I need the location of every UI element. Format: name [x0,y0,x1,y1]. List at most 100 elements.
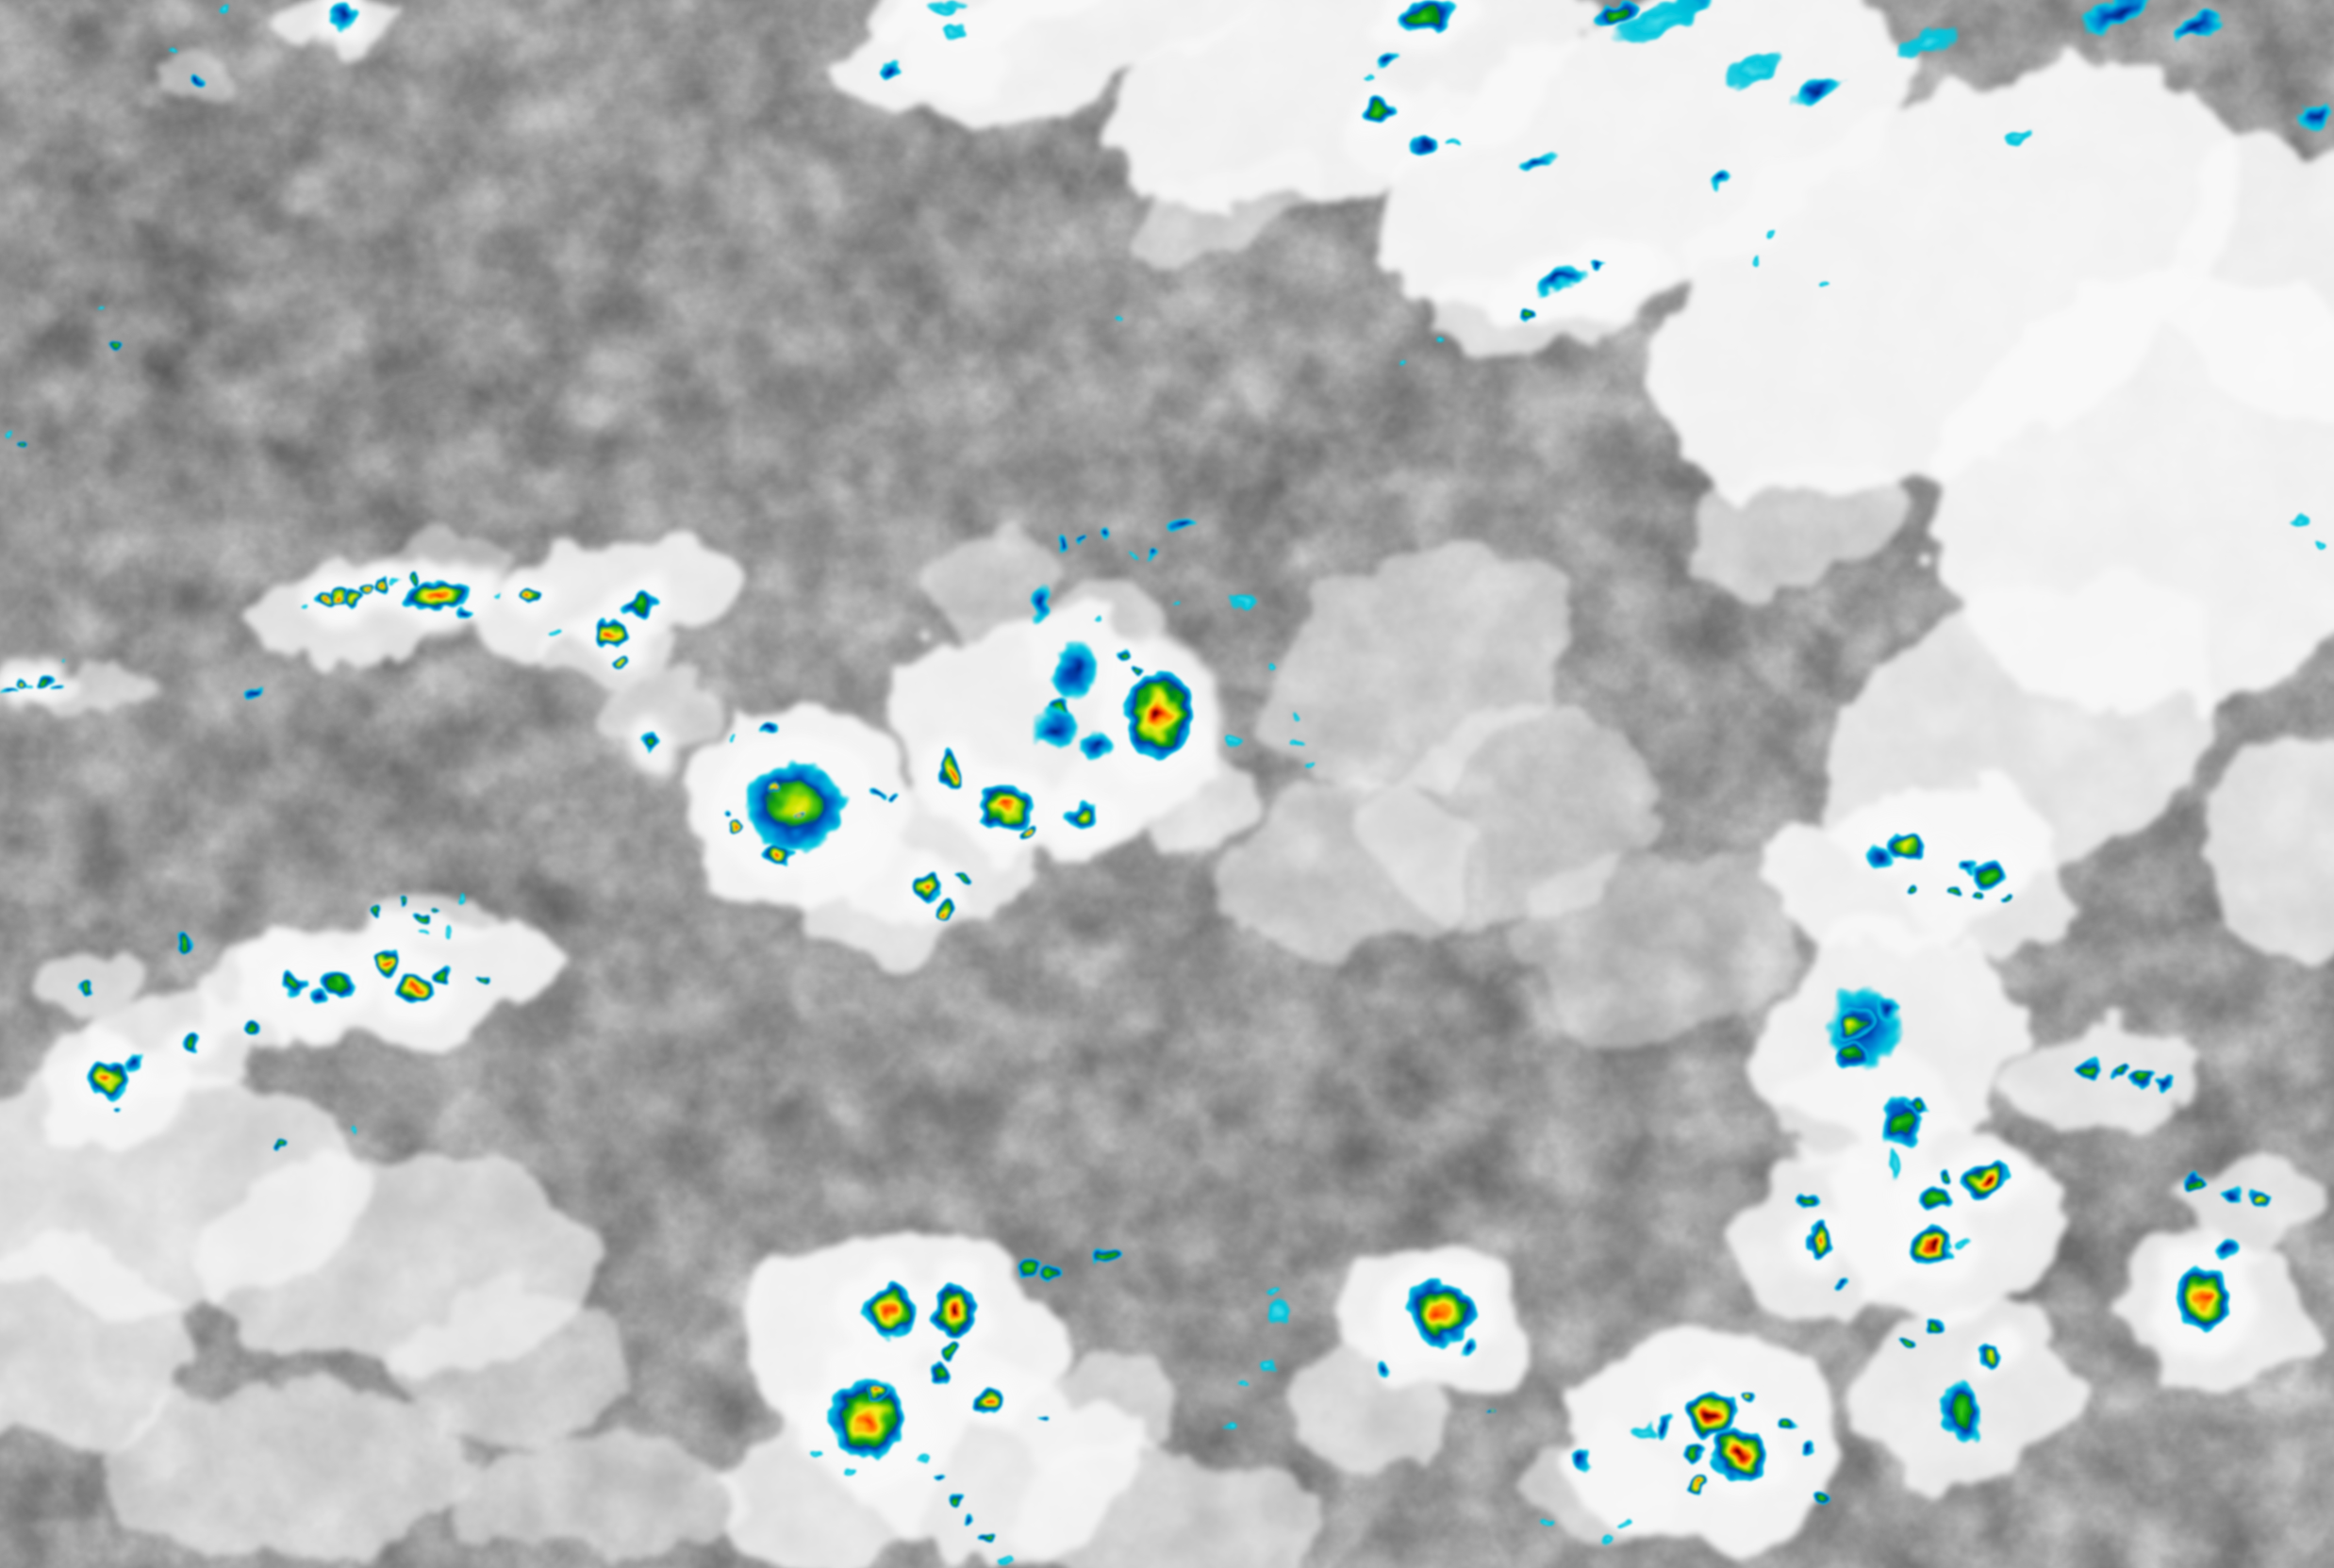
storm-cell-level-4 [346,592,363,607]
storm-cell-level-5 [725,822,742,834]
storm-cell-level-1 [1294,741,1305,749]
storm-cell-level-5 [938,751,961,791]
storm-cell-level-2 [1103,529,1115,540]
storm-cell-level-2 [1028,707,1081,749]
storm-cell-level-1 [25,678,32,684]
storm-cell-level-2 [875,61,903,78]
storm-cell-level-3 [323,970,356,995]
storm-cell-level-2 [0,688,19,696]
storm-cell-level-1 [300,601,307,606]
storm-cell-level-3 [2074,1060,2104,1081]
storm-cell-level-1 [1955,1237,1974,1252]
storm-cell-level-6 [1685,1391,1738,1438]
storm-cell-level-1 [1225,1422,1238,1431]
storm-cell-level-2 [1054,537,1068,556]
storm-cell-level-4 [2248,1192,2271,1207]
storm-cell-level-4 [1833,1006,1875,1040]
cloud-mass [1018,1443,1320,1568]
storm-cell-level-3 [1682,1442,1707,1462]
storm-cell-level-1 [1113,317,1122,322]
storm-cell-level-6 [1909,1226,1954,1267]
cloud-mass [2173,136,2334,430]
storm-cell-level-2 [1534,266,1587,294]
storm-cell-level-2 [1866,843,1895,873]
storm-cell-level-2 [1372,49,1400,68]
cloud-mass [1682,454,1901,602]
storm-cell-level-2 [1028,583,1052,624]
storm-cell-level-2 [1051,640,1099,702]
storm-cell-level-1 [445,927,455,934]
storm-cell-level-4 [11,674,26,687]
storm-cell-level-3 [1017,1259,1039,1278]
storm-cell-level-3 [177,934,190,951]
storm-cell-level-1 [1887,1147,1900,1185]
storm-cell-level-1 [494,590,502,596]
storm-cell-level-3 [944,1341,957,1360]
storm-cell-level-5 [374,952,399,973]
storm-cell-level-5 [1808,1223,1832,1259]
storm-cell-level-3 [1943,1380,1980,1444]
storm-cell-level-3 [18,440,27,448]
storm-cell-level-3 [2114,1065,2129,1077]
storm-cell-level-1 [843,1467,854,1475]
storm-cell-level-3 [2186,1173,2205,1188]
storm-cell-level-1 [1363,69,1374,76]
storm-cell-level-1 [5,432,14,439]
storm-cell-level-5 [398,974,434,1002]
storm-cell-level-4 [1889,833,1921,859]
storm-cell-level-3 [956,872,971,883]
storm-cell-level-1 [1287,713,1297,720]
storm-cell-level-1 [1132,553,1139,558]
storm-cell-level-2 [1594,264,1603,272]
storm-cell-level-1 [1269,1286,1281,1294]
storm-cell-level-3 [1775,1416,1799,1431]
cloud-mass [1145,161,1307,254]
storm-cell-level-3 [1094,1251,1118,1263]
storm-cell-level-3 [1360,99,1396,124]
storm-cell-level-5 [871,1385,890,1400]
storm-cell-level-2 [122,1049,142,1072]
storm-cell-level-5 [864,1284,915,1341]
storm-cell-level-1 [1233,596,1257,611]
storm-cell-level-1 [1237,1378,1249,1385]
storm-cell-level-3 [407,577,419,588]
storm-cell-level-2 [1036,1412,1051,1420]
storm-cell-level-5 [520,590,537,603]
storm-cell-level-1 [943,22,968,39]
storm-cell-level-1 [1170,601,1178,606]
storm-cell-level-3 [1914,1185,1956,1213]
storm-cell-level-2 [2294,101,2334,129]
storm-cell-level-3 [1392,0,1456,35]
storm-cell-level-2 [53,682,62,689]
storm-cell-level-1 [1226,736,1241,746]
storm-cell-level-2 [2158,1081,2171,1091]
storm-cell-level-2 [1960,860,1978,875]
cloud-mass [1301,1348,1452,1461]
storm-cell-level-3 [947,1492,964,1503]
storm-cell-level-3 [1114,646,1131,659]
storm-cell-level-3 [1947,888,1959,898]
storm-cell-level-5 [771,786,781,794]
storm-cell-level-4 [1491,1411,1498,1418]
cloud-mass [2019,1021,2206,1129]
storm-cell-level-1 [1617,1520,1630,1527]
storm-cell-level-2 [1576,1448,1593,1475]
storm-cell-level-3 [1926,1316,1945,1331]
storm-cell-level-3 [472,973,489,982]
storm-cell-level-3 [1970,890,1983,900]
storm-cell-level-5 [793,811,803,818]
storm-cell-level-3 [432,907,441,915]
storm-cell-level-2 [872,787,887,797]
storm-cell-level-1 [416,933,427,938]
storm-cell-level-5 [2176,1265,2232,1333]
storm-cell-level-1 [2288,512,2314,529]
storm-cell-level-3 [1833,1042,1867,1070]
storm-cell-level-3 [274,1142,286,1151]
storm-cell-level-2 [2079,0,2157,34]
storm-cell-level-2 [1704,171,1738,190]
storm-cell-level-2 [113,1102,124,1110]
storm-cell-level-2 [888,791,898,799]
cloud-mass [1000,1358,1169,1471]
